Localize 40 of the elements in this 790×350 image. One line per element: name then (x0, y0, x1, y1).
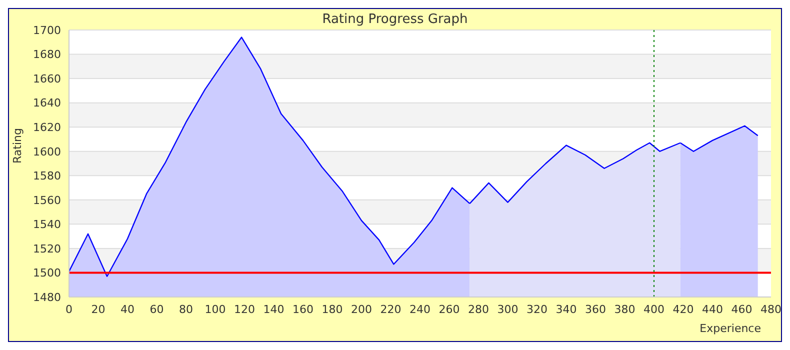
x-tick-label: 20 (91, 302, 106, 316)
x-tick-label: 40 (120, 302, 134, 316)
x-axis-title: Experience (700, 322, 761, 335)
x-tick-label: 460 (731, 302, 752, 316)
x-tick-label: 440 (702, 302, 723, 316)
x-tick-label: 160 (292, 302, 314, 316)
y-tick-label: 1500 (33, 266, 61, 280)
x-tick-label: 180 (322, 302, 343, 316)
y-tick-label: 1600 (33, 145, 61, 158)
x-tick-label: 480 (760, 302, 782, 316)
x-tick-label: 380 (614, 302, 636, 316)
y-tick-label: 1620 (33, 120, 61, 134)
y-tick-label: 1640 (33, 96, 61, 110)
y-tick-label: 1480 (33, 290, 61, 304)
y-tick-label: 1540 (33, 218, 61, 232)
x-tick-label: 220 (380, 302, 402, 316)
y-tick-label: 1680 (33, 48, 61, 62)
x-tick-label: 0 (66, 302, 72, 316)
x-tick-label: 420 (672, 302, 694, 316)
x-tick-label: 200 (351, 302, 372, 316)
y-tick-label: 1520 (33, 242, 61, 256)
x-tick-label: 360 (585, 302, 606, 316)
x-tick-label: 240 (410, 302, 430, 316)
y-axis-title: Rating (10, 128, 24, 164)
x-tick-label: 280 (468, 302, 489, 316)
x-tick-label: 120 (234, 302, 255, 316)
x-tick-label: 400 (644, 302, 664, 316)
x-tick-label: 100 (204, 302, 226, 316)
y-tick-label: 1560 (33, 194, 61, 207)
x-tick-label: 80 (179, 302, 193, 316)
x-tick-label: 260 (438, 302, 460, 316)
x-tick-label: 320 (526, 302, 548, 316)
chart-title: Rating Progress Graph (322, 12, 468, 27)
x-tick-label: 300 (497, 302, 518, 316)
x-tick-label: 140 (263, 302, 284, 316)
y-tick-label: 1660 (33, 72, 61, 86)
x-tick-label: 60 (150, 302, 164, 316)
y-tick-label: 1700 (33, 24, 61, 37)
x-tick-label: 340 (556, 302, 577, 316)
y-tick-label: 1580 (33, 170, 61, 183)
